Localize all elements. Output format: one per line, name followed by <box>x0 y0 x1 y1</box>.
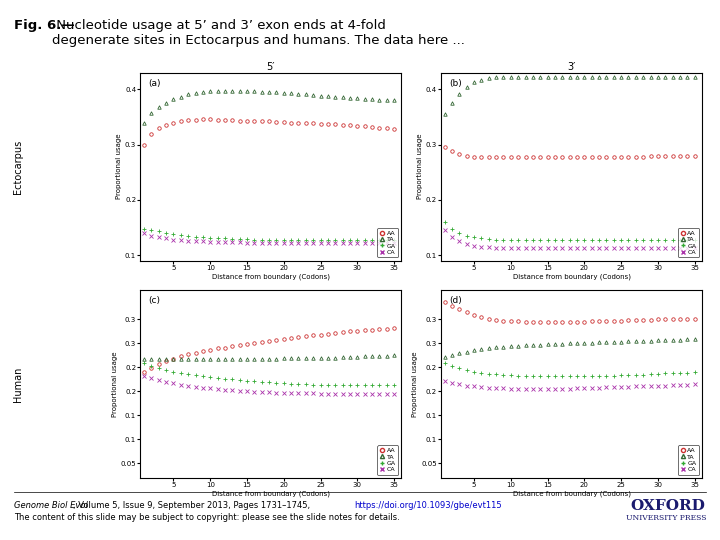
Text: (d): (d) <box>449 296 462 305</box>
Text: (c): (c) <box>148 296 161 305</box>
Legend: AA, TA, GA, CA: AA, TA, GA, CA <box>678 446 699 475</box>
Title: 3′: 3′ <box>567 62 576 72</box>
Text: Fig. 6.—: Fig. 6.— <box>14 19 75 32</box>
Y-axis label: Proportional usage: Proportional usage <box>112 352 118 417</box>
Text: Human: Human <box>13 366 23 402</box>
Text: Nucleotide usage at 5’ and 3’ exon ends at 4-fold
degenerate sites in Ectocarpus: Nucleotide usage at 5’ and 3’ exon ends … <box>52 19 464 47</box>
Text: , Volume 5, Issue 9, September 2013, Pages 1731–1745,: , Volume 5, Issue 9, September 2013, Pag… <box>73 501 313 510</box>
X-axis label: Distance from boundary (Codons): Distance from boundary (Codons) <box>513 491 631 497</box>
Text: Ectocarpus: Ectocarpus <box>13 140 23 194</box>
Y-axis label: Proportional usage: Proportional usage <box>413 352 418 417</box>
Text: Genome Biol Evol: Genome Biol Evol <box>14 501 89 510</box>
Legend: AA, TA, GA, CA: AA, TA, GA, CA <box>377 228 398 258</box>
Y-axis label: Proportional usage: Proportional usage <box>116 134 122 199</box>
X-axis label: Distance from boundary (Codons): Distance from boundary (Codons) <box>212 273 330 280</box>
Text: UNIVERSITY PRESS: UNIVERSITY PRESS <box>626 514 707 522</box>
Legend: AA, TA, GA, CA: AA, TA, GA, CA <box>678 228 699 258</box>
Y-axis label: Proportional usage: Proportional usage <box>417 134 423 199</box>
Text: (a): (a) <box>148 78 161 87</box>
Legend: AA, TA, GA, CA: AA, TA, GA, CA <box>377 446 398 475</box>
Title: 5′: 5′ <box>266 62 275 72</box>
X-axis label: Distance from boundary (Codons): Distance from boundary (Codons) <box>513 273 631 280</box>
X-axis label: Distance from boundary (Codons): Distance from boundary (Codons) <box>212 491 330 497</box>
Text: https://doi.org/10.1093/gbe/evt115: https://doi.org/10.1093/gbe/evt115 <box>354 501 502 510</box>
Text: (b): (b) <box>449 78 462 87</box>
Text: The content of this slide may be subject to copyright: please see the slide note: The content of this slide may be subject… <box>14 513 400 522</box>
Text: OXFORD: OXFORD <box>630 500 705 514</box>
